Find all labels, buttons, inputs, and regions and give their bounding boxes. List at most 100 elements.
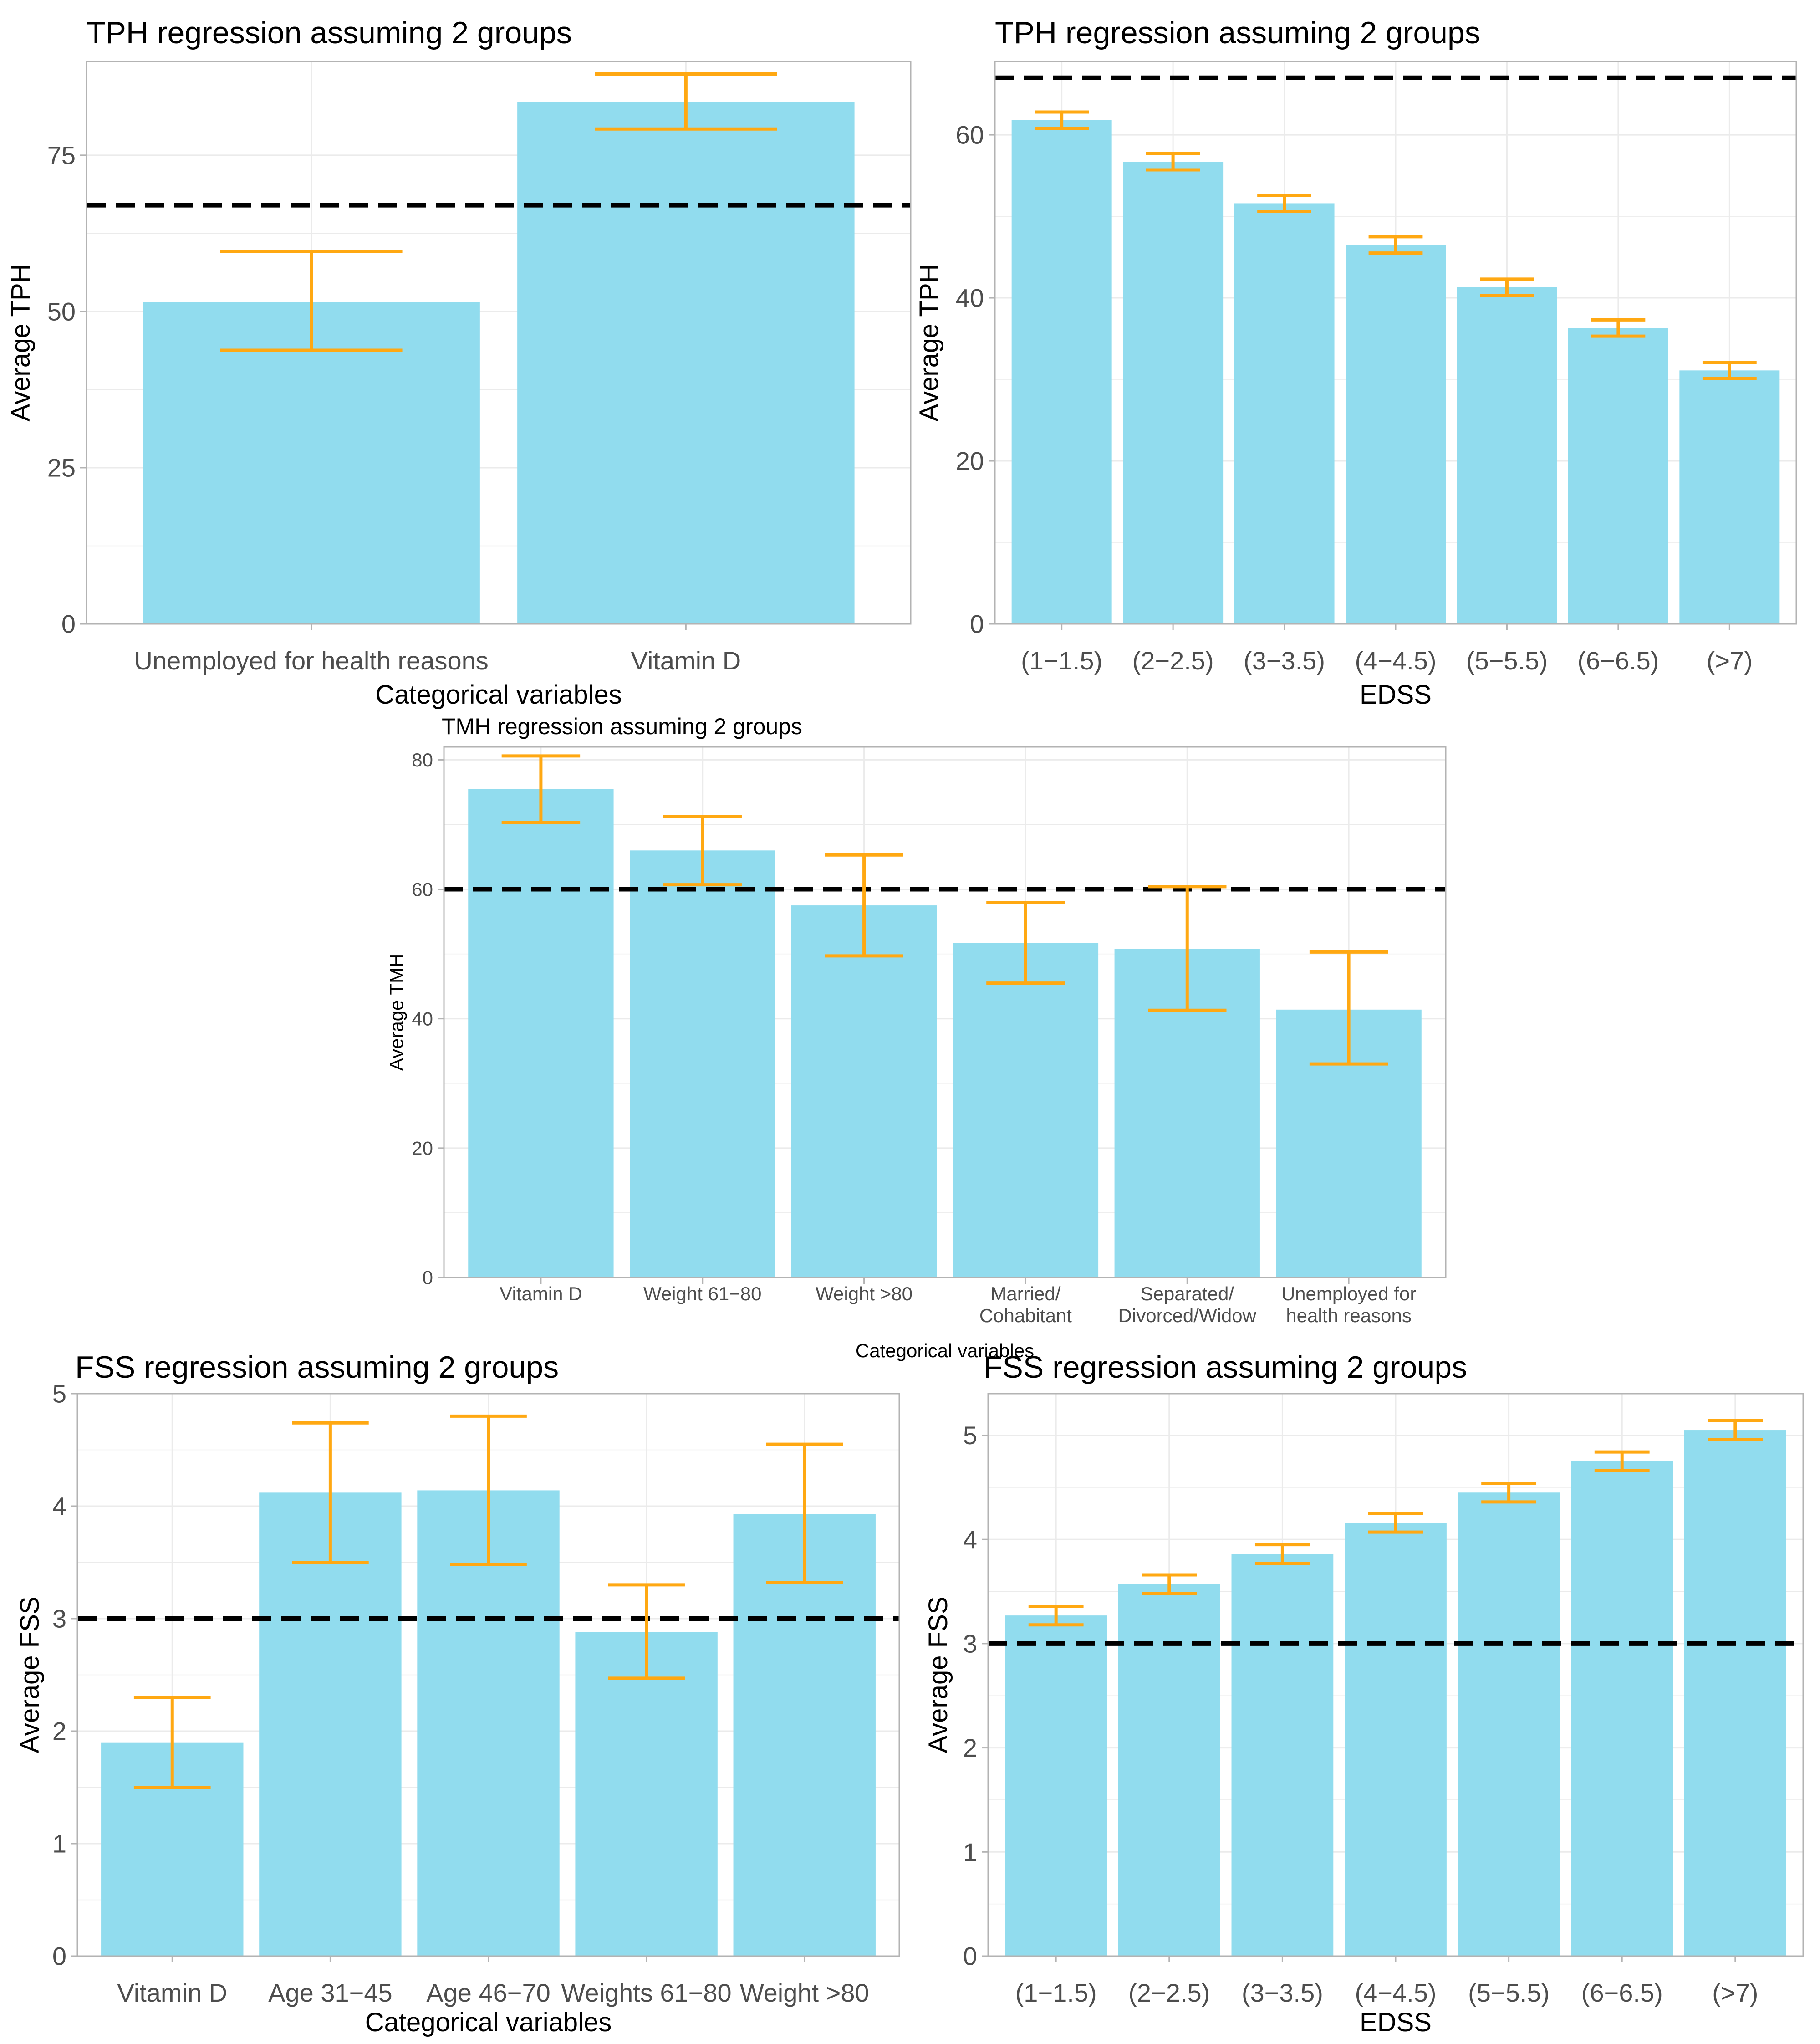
y-tick-label: 40 <box>956 284 984 312</box>
bar <box>1234 203 1335 624</box>
bar <box>1231 1554 1334 1956</box>
bar <box>1011 120 1112 624</box>
x-tick-label: Separated/Divorced/Widow <box>1118 1283 1257 1326</box>
error-bar <box>1480 277 1534 297</box>
y-tick-label: 60 <box>956 121 984 149</box>
bar <box>791 905 937 1278</box>
bar <box>259 1492 402 1956</box>
x-tick-label: (6−6.5) <box>1577 646 1659 675</box>
y-tick-label: 0 <box>61 610 76 639</box>
x-tick-label: (>7) <box>1707 646 1753 675</box>
x-tick-label: Weight >80 <box>740 1978 869 2007</box>
y-tick-label: 0 <box>970 610 984 639</box>
error-bar <box>1481 1482 1537 1504</box>
x-axis-title: EDSS <box>1360 2008 1432 2037</box>
chart-fss-categorical: 0 1 2 3 4 5 Vitamin D Age 31−45 Age 46−70 Weights… <box>15 1350 900 2037</box>
bar <box>1458 1492 1560 1956</box>
error-bar <box>220 250 403 352</box>
y-tick-label: 0 <box>963 1942 977 1971</box>
y-tick-label: 40 <box>412 1008 433 1029</box>
x-tick-label: Weights 61−80 <box>561 1978 732 2007</box>
bar <box>1118 1584 1220 1956</box>
error-bar <box>501 754 581 824</box>
x-tick-label: (5−5.5) <box>1468 1978 1550 2007</box>
error-bar <box>1142 1573 1197 1595</box>
x-tick-label: Weight >80 <box>816 1283 913 1304</box>
error-bar <box>608 1583 685 1680</box>
chart-title: TMH regression assuming 2 groups <box>442 714 802 739</box>
x-tick-label: Vitamin D <box>117 1978 227 2007</box>
y-tick-label: 0 <box>52 1942 66 1971</box>
bar <box>953 943 1099 1278</box>
chart-title: FSS regression assuming 2 groups <box>984 1350 1467 1385</box>
panel-border <box>443 746 1447 1278</box>
x-axis-title: Categorical variables <box>365 2008 612 2037</box>
error-bar <box>1309 950 1388 1066</box>
error-bar <box>1368 1512 1423 1534</box>
x-axis-title: Categorical variables <box>856 1340 1034 1361</box>
y-tick-label: 4 <box>52 1492 66 1521</box>
x-tick-label: (1−1.5) <box>1015 1978 1097 2007</box>
chart-title: TPH regression assuming 2 groups <box>995 15 1480 50</box>
x-axis-title: Categorical variables <box>375 680 622 710</box>
bar <box>1568 328 1668 624</box>
x-tick-label: Married/Cohabitant <box>979 1283 1072 1326</box>
x-tick-label: (2−2.5) <box>1132 646 1214 675</box>
error-bar <box>595 72 777 131</box>
bar <box>1679 370 1780 624</box>
error-bar <box>133 1696 211 1789</box>
x-tick-label: (2−2.5) <box>1128 1978 1210 2007</box>
x-tick-label: (3−3.5) <box>1244 646 1325 675</box>
y-tick-label: 5 <box>52 1380 66 1408</box>
x-tick-label: (4−4.5) <box>1355 646 1437 675</box>
chart-fss-edss: 0 1 2 3 4 5 (1−1.5) (2−2.5) (3−3.5) (4−4.5) (5−5.5… <box>923 1350 1804 2037</box>
error-bar <box>986 901 1065 985</box>
bar <box>630 850 775 1278</box>
error-bar <box>663 815 742 887</box>
error-bar <box>766 1442 843 1584</box>
y-tick-label: 2 <box>963 1733 977 1762</box>
y-tick-label: 4 <box>963 1525 977 1554</box>
error-bar <box>1708 1419 1763 1441</box>
error-bar <box>1146 152 1200 172</box>
y-tick-label: 20 <box>412 1138 433 1159</box>
error-bar <box>1254 1543 1310 1565</box>
y-tick-label: 50 <box>47 297 76 326</box>
y-axis-title: Average FSS <box>15 1597 45 1753</box>
error-bar <box>1257 194 1311 213</box>
bar <box>1684 1430 1786 1956</box>
y-tick-label: 25 <box>47 454 76 482</box>
y-tick-label: 3 <box>52 1605 66 1633</box>
x-tick-label: (6−6.5) <box>1581 1978 1663 2007</box>
error-bar <box>292 1421 369 1564</box>
y-tick-label: 80 <box>412 749 433 771</box>
error-bar <box>450 1414 527 1566</box>
y-axis-title: Average FSS <box>923 1597 953 1753</box>
chart-tph-edss: 0 20 40 60 (1−1.5) (2−2.5) (3−3.5) (4−4.5) (5−5.… <box>914 15 1797 710</box>
y-axis-title: Average TPH <box>914 264 944 421</box>
error-bar <box>1368 235 1423 255</box>
x-tick-label: Age 46−70 <box>426 1978 550 2007</box>
y-tick-label: 3 <box>963 1629 977 1658</box>
error-bar <box>1594 1450 1650 1472</box>
bar <box>468 789 614 1278</box>
error-bar <box>1591 318 1646 338</box>
x-tick-label: (4−4.5) <box>1355 1978 1437 2007</box>
bar <box>517 102 855 624</box>
y-tick-label: 1 <box>52 1829 66 1858</box>
error-bar <box>825 853 903 958</box>
bar <box>1345 1523 1447 1956</box>
y-axis-title: Average TMH <box>386 954 407 1071</box>
x-tick-label: Vitamin D <box>500 1283 582 1304</box>
bar <box>1346 245 1446 624</box>
x-tick-label: Vitamin D <box>631 646 741 675</box>
error-bar <box>1148 885 1227 1012</box>
bar <box>417 1490 560 1956</box>
x-tick-label: Unemployed for health reasons <box>134 646 489 675</box>
bar <box>575 1632 718 1956</box>
bar <box>1123 162 1224 624</box>
bar <box>1457 287 1557 624</box>
y-tick-label: 75 <box>47 141 76 169</box>
bar <box>143 302 480 624</box>
